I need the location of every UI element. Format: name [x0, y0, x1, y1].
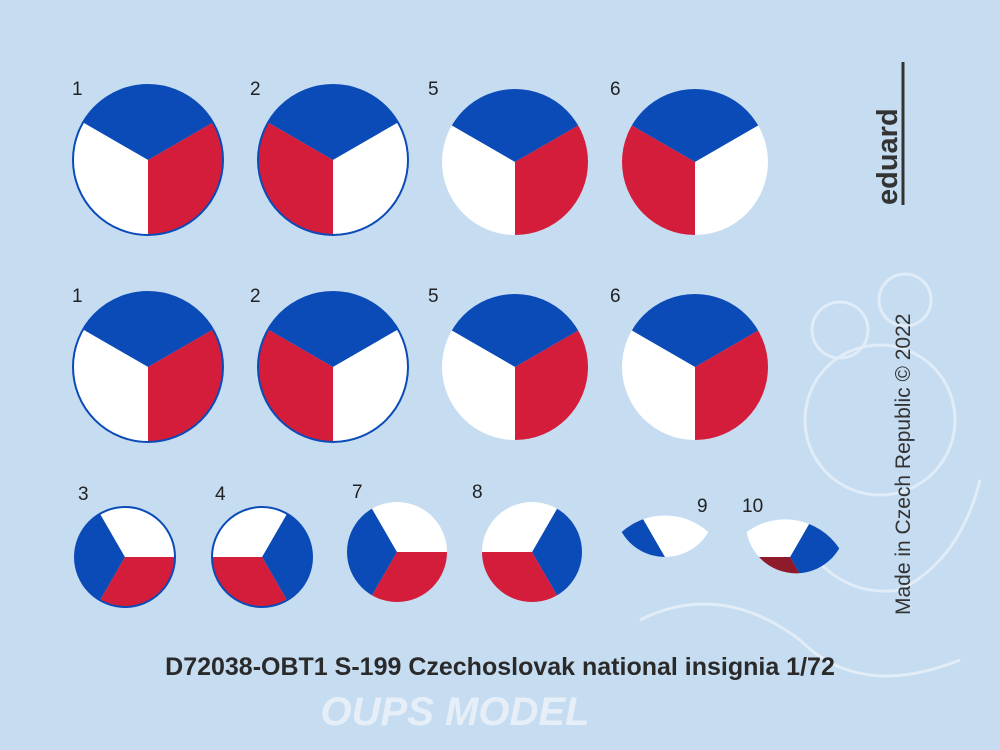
roundel-outline	[74, 506, 176, 608]
roundel-sector	[746, 519, 840, 557]
roundel-number: 4	[215, 484, 226, 505]
roundel-number: 5	[428, 79, 439, 100]
roundel-outline	[257, 84, 409, 236]
roundel-number: 10	[742, 496, 763, 517]
roundel-outline	[211, 506, 313, 608]
roundel-number: 5	[428, 286, 439, 307]
roundel-sector	[621, 515, 709, 557]
roundel-outline	[257, 291, 409, 443]
roundel-number: 2	[250, 286, 261, 307]
roundel-number: 9	[697, 496, 708, 517]
roundel-number: 1	[72, 286, 83, 307]
roundel-number: 7	[352, 482, 363, 503]
roundel-number: 8	[472, 482, 483, 503]
sheet-title: D72038-OBT1 S-199 Czechoslovak national …	[165, 653, 835, 681]
watermark-text: OUPS MODEL	[321, 690, 590, 734]
roundel-outline	[72, 84, 224, 236]
roundel-number: 1	[72, 79, 83, 100]
roundel-number: 6	[610, 79, 621, 100]
roundel-number: 2	[250, 79, 261, 100]
roundel-outline	[72, 291, 224, 443]
watermark-frog	[639, 272, 982, 678]
roundel-number: 3	[78, 484, 89, 505]
roundel-number: 6	[610, 286, 621, 307]
roundel	[746, 519, 840, 574]
origin-text: Made in Czech Republic © 2022	[892, 314, 915, 615]
roundel	[621, 515, 709, 557]
brand: eduard	[872, 108, 904, 205]
